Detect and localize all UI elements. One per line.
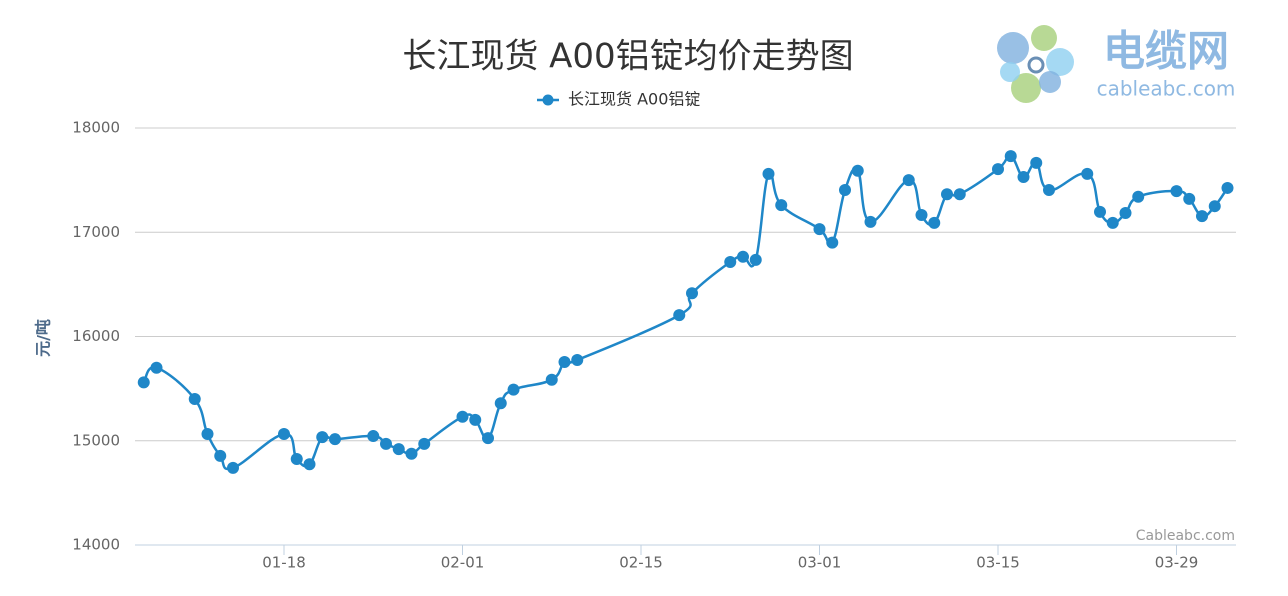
data-point <box>737 250 749 263</box>
legend-label: 长江现货 A00铝锭 <box>568 90 700 109</box>
data-point <box>826 236 839 249</box>
data-point <box>558 356 571 369</box>
x-tick-label: 03-15 <box>976 554 1020 572</box>
data-point <box>1132 190 1145 203</box>
data-point <box>571 353 584 366</box>
y-tick-label: 15000 <box>72 431 120 449</box>
data-point <box>953 188 966 201</box>
x-tick-label: 03-29 <box>1155 554 1199 572</box>
data-point <box>1030 156 1043 169</box>
data-point <box>1043 184 1055 197</box>
data-point <box>1106 216 1119 229</box>
data-point <box>1183 192 1196 205</box>
data-point <box>316 431 329 444</box>
x-tick-label: 01-18 <box>262 554 306 572</box>
data-point <box>367 430 380 443</box>
data-point <box>418 437 431 450</box>
data-point <box>941 188 953 201</box>
data-point <box>724 255 737 268</box>
data-point <box>303 458 316 471</box>
data-point <box>673 309 686 322</box>
data-point <box>494 397 507 410</box>
data-point <box>915 209 928 222</box>
data-point <box>775 199 788 212</box>
data-point <box>545 373 558 386</box>
data-point <box>329 433 341 446</box>
data-point <box>1119 206 1132 219</box>
y-axis-label: 元/吨 <box>34 319 53 357</box>
data-point <box>992 163 1004 176</box>
data-point <box>864 215 877 228</box>
data-point <box>405 447 418 460</box>
data-point <box>469 413 482 426</box>
data-point <box>1170 185 1183 198</box>
data-point <box>227 461 239 474</box>
series-line <box>142 154 1229 471</box>
data-point <box>380 437 392 450</box>
data-point <box>278 427 290 440</box>
x-tick-label: 03-01 <box>798 554 842 572</box>
data-point <box>507 383 520 396</box>
data-point <box>1017 170 1030 183</box>
y-tick-label: 14000 <box>72 536 120 554</box>
data-point <box>188 393 201 406</box>
data-point <box>749 253 762 266</box>
data-point <box>1221 181 1234 194</box>
data-point <box>1196 210 1208 223</box>
data-point <box>1094 205 1106 218</box>
data-point <box>928 216 941 229</box>
data-point <box>902 174 915 187</box>
y-tick-label: 18000 <box>72 119 120 137</box>
data-point <box>1208 200 1221 213</box>
credits: Cableabc.com <box>1136 528 1235 544</box>
x-tick-label: 02-15 <box>619 554 663 572</box>
data-point <box>482 432 494 445</box>
logo-subtext: cableabc.com <box>1097 77 1236 101</box>
y-tick-label: 17000 <box>72 223 120 241</box>
x-tick-label: 02-01 <box>441 554 485 572</box>
data-point <box>851 164 864 177</box>
data-point <box>686 287 698 300</box>
chart-title: 长江现货 A00铝锭均价走势图 <box>402 37 853 77</box>
data-point <box>214 449 227 462</box>
data-point <box>1081 167 1094 180</box>
data-point <box>762 167 775 180</box>
y-tick-label: 16000 <box>72 327 120 345</box>
data-point <box>813 223 826 236</box>
data-point <box>456 410 469 423</box>
logo: 电缆网 cableabc.com <box>997 25 1235 103</box>
data-point <box>839 184 851 197</box>
logo-text: 电缆网 <box>1103 27 1229 76</box>
data-point <box>1004 150 1017 163</box>
data-point <box>392 443 405 456</box>
legend-marker <box>542 94 554 106</box>
data-point <box>201 427 214 440</box>
data-point <box>290 452 303 465</box>
data-point <box>137 376 150 389</box>
data-point <box>150 361 163 374</box>
